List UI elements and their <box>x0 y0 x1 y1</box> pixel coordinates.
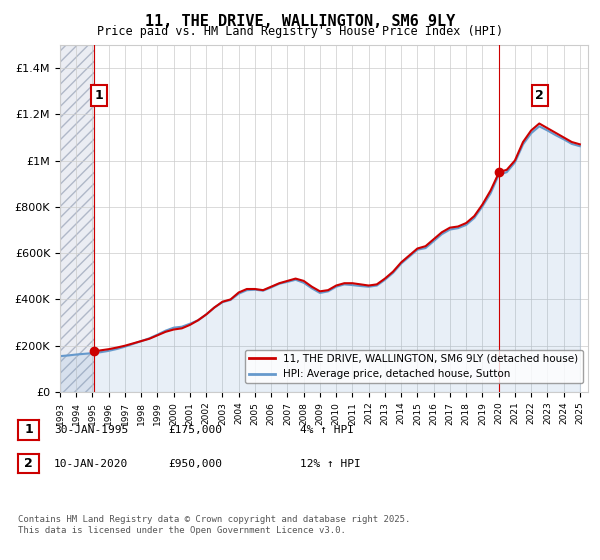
Bar <box>60 45 94 392</box>
Text: £175,000: £175,000 <box>168 425 222 435</box>
Text: 30-JAN-1995: 30-JAN-1995 <box>54 425 128 435</box>
Text: 1: 1 <box>94 89 103 102</box>
Text: 12% ↑ HPI: 12% ↑ HPI <box>300 459 361 469</box>
Bar <box>60 45 94 392</box>
Text: 11, THE DRIVE, WALLINGTON, SM6 9LY: 11, THE DRIVE, WALLINGTON, SM6 9LY <box>145 14 455 29</box>
Text: 1: 1 <box>24 423 33 436</box>
Text: 2: 2 <box>24 457 33 470</box>
Legend: 11, THE DRIVE, WALLINGTON, SM6 9LY (detached house), HPI: Average price, detache: 11, THE DRIVE, WALLINGTON, SM6 9LY (deta… <box>245 350 583 383</box>
Text: 10-JAN-2020: 10-JAN-2020 <box>54 459 128 469</box>
Text: 2: 2 <box>535 89 544 102</box>
Text: Price paid vs. HM Land Registry's House Price Index (HPI): Price paid vs. HM Land Registry's House … <box>97 25 503 38</box>
Text: 4% ↑ HPI: 4% ↑ HPI <box>300 425 354 435</box>
Text: Contains HM Land Registry data © Crown copyright and database right 2025.
This d: Contains HM Land Registry data © Crown c… <box>18 515 410 535</box>
Text: £950,000: £950,000 <box>168 459 222 469</box>
